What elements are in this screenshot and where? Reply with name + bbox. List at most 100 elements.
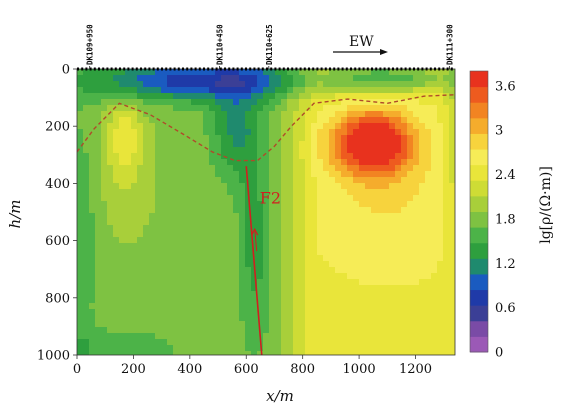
resistivity-cell	[155, 135, 162, 142]
resistivity-cell	[233, 315, 240, 322]
resistivity-cell	[83, 183, 90, 190]
resistivity-cell	[143, 141, 150, 148]
colorbar: 00.61.21.82.433.6	[469, 70, 516, 361]
resistivity-cell	[209, 345, 216, 352]
resistivity-cell	[383, 99, 390, 106]
resistivity-cell	[203, 183, 210, 190]
resistivity-cell	[407, 225, 414, 232]
resistivity-cell	[419, 261, 426, 268]
resistivity-cell	[95, 255, 102, 262]
resistivity-cell	[275, 279, 282, 286]
resistivity-cell	[413, 111, 420, 118]
resistivity-cell	[281, 207, 288, 214]
resistivity-cell	[167, 195, 174, 202]
resistivity-cell	[203, 279, 210, 286]
resistivity-cell	[347, 267, 354, 274]
resistivity-cell	[389, 93, 396, 100]
resistivity-cell	[203, 171, 210, 178]
resistivity-cell	[365, 321, 372, 328]
resistivity-cell	[107, 303, 114, 310]
resistivity-cell	[143, 87, 150, 94]
resistivity-cell	[239, 243, 246, 250]
resistivity-cell	[317, 213, 324, 220]
resistivity-cell	[299, 123, 306, 130]
resistivity-cell	[179, 117, 186, 124]
resistivity-cell	[131, 249, 138, 256]
resistivity-cell	[287, 201, 294, 208]
resistivity-cell	[335, 171, 342, 178]
resistivity-cell	[377, 75, 384, 82]
resistivity-cell	[389, 111, 396, 118]
resistivity-cell	[275, 183, 282, 190]
resistivity-cell	[383, 267, 390, 274]
resistivity-cell	[329, 153, 336, 160]
resistivity-cell	[203, 165, 210, 172]
resistivity-cell	[149, 117, 156, 124]
resistivity-cell	[299, 345, 306, 352]
resistivity-cell	[401, 183, 408, 190]
resistivity-cell	[191, 93, 198, 100]
resistivity-cell	[389, 69, 396, 76]
resistivity-cell	[107, 99, 114, 106]
resistivity-cell	[335, 285, 342, 292]
resistivity-cell	[317, 237, 324, 244]
resistivity-cell	[347, 87, 354, 94]
resistivity-cell	[299, 279, 306, 286]
resistivity-cell	[419, 249, 426, 256]
resistivity-cell	[437, 285, 444, 292]
resistivity-cell	[167, 273, 174, 280]
resistivity-cell	[371, 189, 378, 196]
resistivity-cell	[233, 279, 240, 286]
resistivity-cell	[137, 345, 144, 352]
resistivity-cell	[101, 237, 108, 244]
resistivity-cell	[323, 309, 330, 316]
resistivity-cell	[203, 327, 210, 334]
resistivity-cell	[245, 93, 252, 100]
resistivity-cell	[215, 279, 222, 286]
resistivity-cell	[239, 333, 246, 340]
resistivity-cell	[293, 291, 300, 298]
resistivity-cell	[113, 135, 120, 142]
resistivity-cell	[233, 249, 240, 256]
resistivity-cell	[107, 93, 114, 100]
resistivity-cell	[227, 237, 234, 244]
resistivity-cell	[425, 99, 432, 106]
resistivity-cell	[353, 105, 360, 112]
resistivity-cell	[137, 123, 144, 130]
resistivity-cell	[311, 225, 318, 232]
resistivity-cell	[305, 267, 312, 274]
resistivity-cell	[245, 291, 252, 298]
resistivity-cell	[263, 345, 270, 352]
resistivity-cell	[155, 339, 162, 346]
resistivity-cell	[419, 135, 426, 142]
resistivity-cell	[113, 213, 120, 220]
resistivity-cell	[317, 153, 324, 160]
resistivity-cell	[317, 273, 324, 280]
resistivity-cell	[269, 69, 276, 76]
resistivity-cell	[83, 291, 90, 298]
resistivity-cell	[275, 315, 282, 322]
resistivity-cell	[143, 225, 150, 232]
resistivity-cell	[119, 87, 126, 94]
resistivity-cell	[233, 177, 240, 184]
resistivity-cell	[371, 195, 378, 202]
resistivity-cell	[275, 123, 282, 130]
resistivity-cell	[395, 183, 402, 190]
resistivity-cell	[443, 135, 450, 142]
resistivity-cell	[323, 135, 330, 142]
resistivity-cell	[377, 261, 384, 268]
resistivity-cell	[125, 129, 132, 136]
resistivity-cell	[221, 219, 228, 226]
resistivity-cell	[131, 159, 138, 166]
resistivity-cell	[89, 117, 96, 124]
resistivity-cell	[83, 231, 90, 238]
resistivity-cell	[299, 129, 306, 136]
resistivity-cell	[383, 147, 390, 154]
resistivity-cell	[119, 255, 126, 262]
resistivity-cell	[311, 261, 318, 268]
resistivity-cell	[209, 351, 216, 355]
resistivity-cell	[353, 321, 360, 328]
resistivity-cell	[287, 177, 294, 184]
resistivity-cell	[425, 267, 432, 274]
resistivity-cell	[317, 135, 324, 142]
